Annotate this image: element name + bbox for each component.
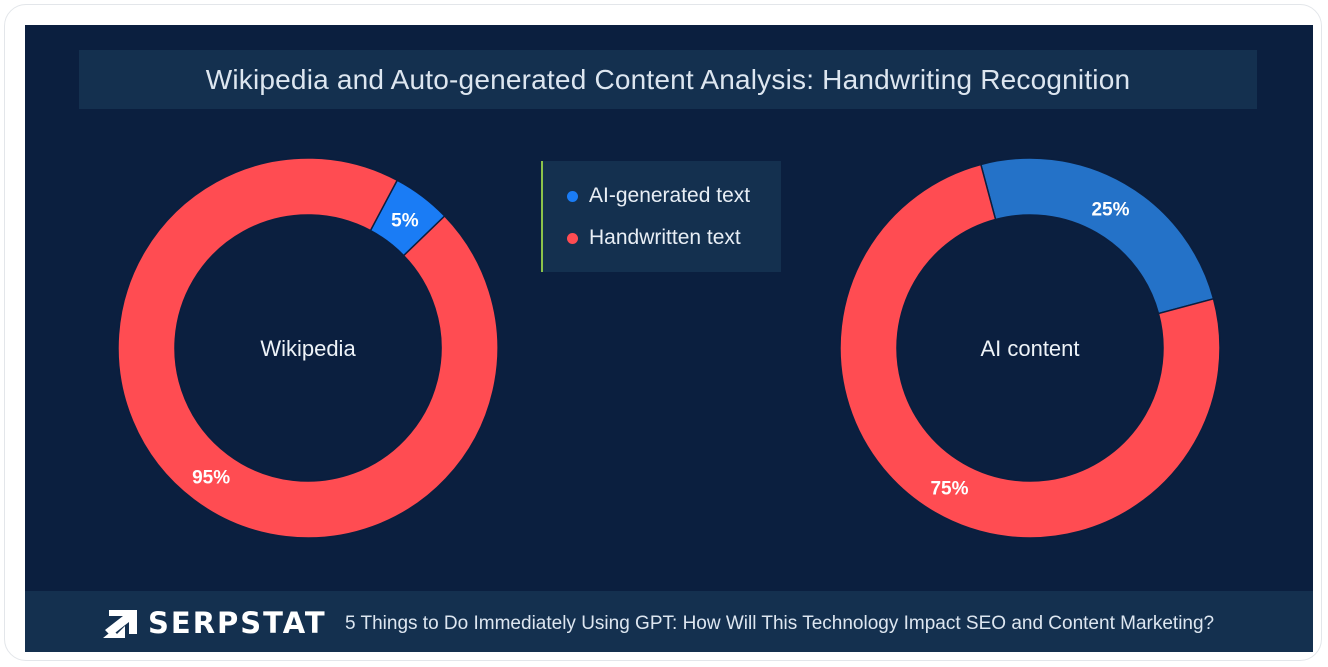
donut-value-label-ai-content-1: 75% (930, 478, 968, 499)
chart-panel: Wikipedia and Auto-generated Content Ana… (25, 25, 1313, 652)
logo-wordmark: SERPSTAT (148, 606, 327, 640)
serpstat-logo[interactable]: SERPSTAT (103, 606, 327, 640)
legend-item-ai-generated: AI-generated text (567, 184, 750, 208)
legend-label-handwritten: Handwritten text (589, 226, 741, 249)
donut-charts: 5% 95% Wikipedia 25% 75% AI content (117, 157, 1221, 539)
donut-value-label-wikipedia-0: 5% (391, 210, 419, 231)
donut-center-label-wikipedia: Wikipedia (260, 336, 356, 361)
legend-swatch-ai-generated (567, 190, 578, 202)
donut-value-label-ai-content-0: 25% (1091, 200, 1129, 221)
donut-chart-wikipedia: 5% 95% Wikipedia (117, 157, 499, 539)
donut-slice-wikipedia-handwritten[interactable] (117, 157, 499, 539)
footer-caption[interactable]: 5 Things to Do Immediately Using GPT: Ho… (345, 613, 1215, 634)
legend-item-handwritten: Handwritten text (567, 226, 741, 250)
donut-chart-ai-content: 25% 75% AI content (839, 157, 1221, 539)
legend: AI-generated text Handwritten text (541, 161, 781, 272)
legend-label-ai-generated: AI-generated text (589, 184, 751, 207)
donut-slice-ai-content-handwritten[interactable] (839, 163, 1221, 539)
serpstat-arrow-icon (103, 610, 137, 638)
title-bar: Wikipedia and Auto-generated Content Ana… (79, 50, 1257, 109)
chart-title: Wikipedia and Auto-generated Content Ana… (205, 63, 1131, 95)
donut-slice-ai-content-ai-generated[interactable] (979, 157, 1215, 315)
donut-value-label-wikipedia-1: 95% (192, 468, 230, 489)
footer-bar: SERPSTAT 5 Things to Do Immediately Usin… (25, 591, 1313, 652)
infographic-card: Wikipedia and Auto-generated Content Ana… (4, 4, 1322, 661)
donut-center-label-ai-content: AI content (980, 336, 1079, 361)
legend-swatch-handwritten (567, 232, 578, 244)
